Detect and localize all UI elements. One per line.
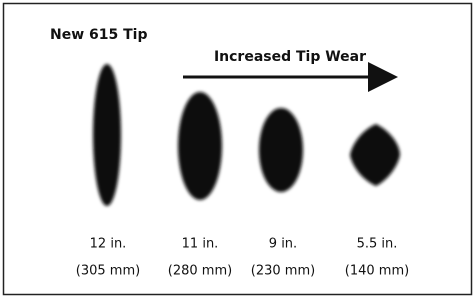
title: New 615 Tip [50, 27, 148, 43]
page: New 615 Tip Increased Tip Wear 12 in. (3… [0, 0, 475, 298]
pattern-metric: (140 mm) [345, 264, 409, 279]
spray-pattern [93, 64, 121, 206]
frame [4, 4, 472, 295]
arrow-label: Increased Tip Wear [214, 49, 366, 65]
pattern-length: 11 in. [182, 237, 219, 252]
diagram: New 615 Tip Increased Tip Wear 12 in. (3… [0, 0, 475, 298]
pattern-length: 5.5 in. [357, 237, 398, 252]
spray-pattern [259, 108, 303, 192]
spray-pattern [178, 92, 222, 200]
pattern-metric: (230 mm) [251, 264, 315, 279]
pattern-length: 12 in. [90, 237, 127, 252]
pattern-length: 9 in. [269, 237, 297, 252]
pattern-metric: (305 mm) [76, 264, 140, 279]
pattern-metric: (280 mm) [168, 264, 232, 279]
